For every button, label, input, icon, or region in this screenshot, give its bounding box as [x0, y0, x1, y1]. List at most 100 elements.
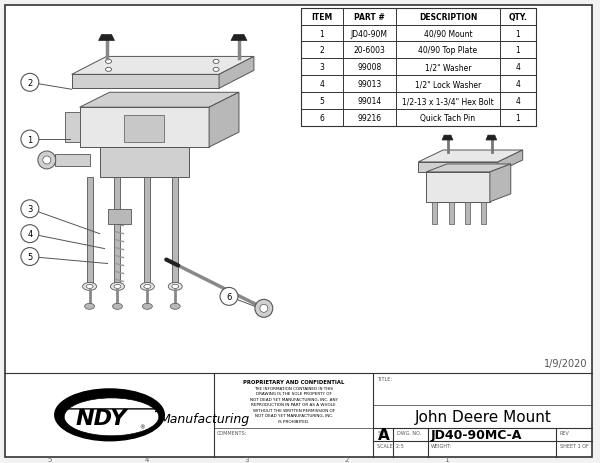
Text: 1/2" Lock Washer: 1/2" Lock Washer: [415, 80, 481, 89]
Text: 1: 1: [515, 30, 520, 38]
Circle shape: [255, 300, 273, 318]
Bar: [466, 202, 470, 224]
Polygon shape: [124, 116, 164, 143]
Bar: [301, 9, 536, 127]
Bar: [481, 202, 487, 224]
Text: 5: 5: [319, 97, 324, 106]
Polygon shape: [55, 155, 89, 167]
Text: 1: 1: [27, 135, 32, 144]
Text: 2: 2: [27, 79, 32, 88]
Text: 2: 2: [319, 46, 324, 55]
Polygon shape: [107, 209, 131, 224]
Circle shape: [220, 288, 238, 306]
Text: 99008: 99008: [357, 63, 382, 72]
Text: JD40-90MC-A: JD40-90MC-A: [431, 428, 523, 441]
Text: 4: 4: [319, 80, 324, 89]
Circle shape: [21, 74, 39, 92]
Bar: [431, 202, 437, 224]
Ellipse shape: [213, 60, 219, 64]
Text: 1: 1: [515, 114, 520, 123]
Text: REV: REV: [560, 430, 569, 435]
Ellipse shape: [113, 304, 122, 310]
Text: SHEET 1 OF 1: SHEET 1 OF 1: [560, 443, 593, 448]
Ellipse shape: [142, 304, 152, 310]
Polygon shape: [219, 57, 254, 89]
Text: 5: 5: [47, 456, 52, 462]
Text: A: A: [377, 427, 389, 442]
Text: 4: 4: [515, 63, 520, 72]
Text: 4: 4: [515, 80, 520, 89]
Text: WEIGHT:: WEIGHT:: [431, 443, 452, 448]
Polygon shape: [486, 136, 497, 141]
Ellipse shape: [64, 398, 159, 436]
Polygon shape: [426, 173, 490, 202]
Ellipse shape: [170, 304, 180, 310]
Circle shape: [21, 131, 39, 149]
Ellipse shape: [114, 285, 121, 289]
Polygon shape: [498, 150, 523, 173]
Circle shape: [260, 305, 268, 313]
Ellipse shape: [213, 68, 219, 72]
Text: 40/90 Top Plate: 40/90 Top Plate: [418, 46, 478, 55]
Ellipse shape: [168, 283, 182, 291]
Circle shape: [38, 152, 56, 169]
Text: 99013: 99013: [357, 80, 382, 89]
Text: 5: 5: [27, 252, 32, 262]
Bar: [172, 177, 178, 284]
Polygon shape: [80, 108, 209, 148]
Ellipse shape: [144, 285, 151, 289]
Text: COMMENTS:: COMMENTS:: [217, 430, 247, 435]
Ellipse shape: [140, 283, 154, 291]
Text: 6: 6: [226, 292, 232, 301]
Polygon shape: [80, 93, 239, 108]
Text: DWG. NO.: DWG. NO.: [397, 430, 421, 435]
Text: ITEM: ITEM: [311, 13, 332, 22]
Text: 1/2" Washer: 1/2" Washer: [425, 63, 471, 72]
Ellipse shape: [83, 283, 97, 291]
Ellipse shape: [85, 304, 95, 310]
Polygon shape: [98, 36, 115, 41]
Text: DESCRIPTION: DESCRIPTION: [419, 13, 477, 22]
Polygon shape: [490, 164, 511, 202]
Text: Quick Tach Pin: Quick Tach Pin: [421, 114, 476, 123]
Circle shape: [43, 156, 51, 164]
Polygon shape: [100, 148, 189, 177]
Ellipse shape: [110, 283, 124, 291]
Polygon shape: [426, 164, 511, 173]
Ellipse shape: [86, 285, 93, 289]
Polygon shape: [231, 36, 247, 41]
Text: 1: 1: [444, 456, 448, 462]
Text: THE INFORMATION CONTAINED IN THIS
DRAWING IS THE SOLE PROPERTY OF
NOT DEAD YET M: THE INFORMATION CONTAINED IN THIS DRAWIN…: [250, 386, 338, 423]
Text: 1/9/2020: 1/9/2020: [544, 358, 587, 368]
Text: SCALE: 2:5: SCALE: 2:5: [377, 443, 404, 448]
Text: 40/90 Mount: 40/90 Mount: [424, 30, 472, 38]
Circle shape: [21, 248, 39, 266]
Bar: [145, 177, 151, 284]
Text: John Deere Mount: John Deere Mount: [415, 409, 551, 424]
Polygon shape: [71, 75, 219, 89]
Bar: [115, 177, 121, 284]
Ellipse shape: [172, 285, 179, 289]
Ellipse shape: [55, 389, 164, 441]
Text: 1: 1: [515, 46, 520, 55]
Bar: [86, 177, 92, 284]
Text: SIZE: SIZE: [377, 430, 388, 435]
Polygon shape: [418, 163, 498, 173]
Bar: [449, 202, 454, 224]
Text: TITLE:: TITLE:: [377, 376, 392, 381]
Circle shape: [21, 200, 39, 218]
Text: PART #: PART #: [354, 13, 385, 22]
Text: 99216: 99216: [358, 114, 382, 123]
Text: 99014: 99014: [357, 97, 382, 106]
Text: 3: 3: [27, 205, 32, 214]
Text: NDY: NDY: [76, 408, 127, 428]
Text: Manufacturing: Manufacturing: [160, 413, 250, 425]
Polygon shape: [209, 93, 239, 148]
Text: QTY.: QTY.: [508, 13, 527, 22]
Polygon shape: [418, 150, 523, 163]
Polygon shape: [65, 113, 80, 143]
Text: PROPRIETARY AND CONFIDENTIAL: PROPRIETARY AND CONFIDENTIAL: [243, 379, 344, 384]
Ellipse shape: [106, 68, 112, 72]
Ellipse shape: [106, 60, 112, 64]
Polygon shape: [71, 57, 254, 75]
